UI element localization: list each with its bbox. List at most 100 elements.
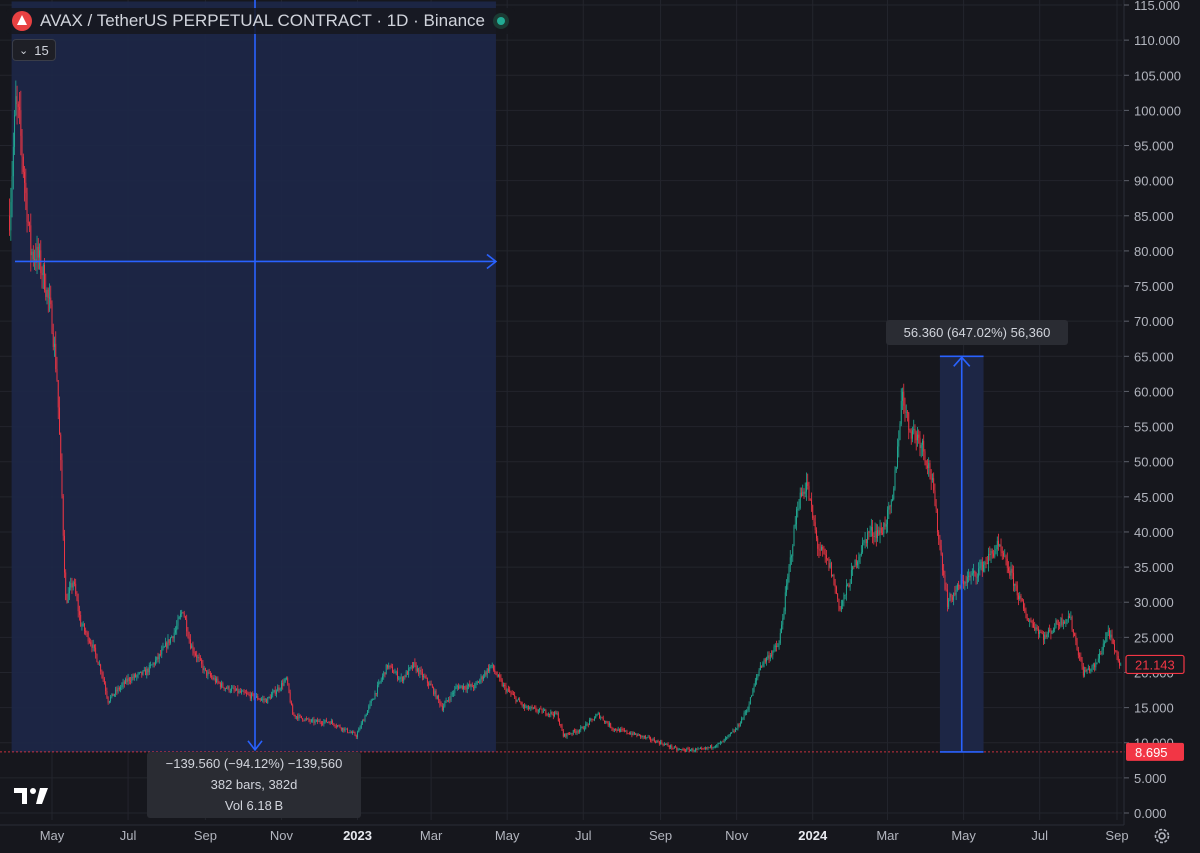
price-tick-label: 40.000: [1134, 525, 1174, 540]
candle-body: [848, 584, 850, 587]
candle-body: [718, 742, 720, 744]
candle-body: [284, 678, 286, 682]
candle-body: [985, 562, 987, 564]
candle-body: [334, 725, 336, 727]
candle-body: [696, 748, 698, 750]
candle-body: [323, 721, 325, 724]
candle-body: [1071, 617, 1073, 630]
candle-body: [499, 674, 501, 678]
candle-body: [591, 719, 593, 720]
candle-body: [454, 688, 456, 693]
candle-body: [749, 697, 751, 705]
candle-body: [128, 677, 130, 681]
candle-body: [628, 733, 630, 735]
price-tick-label: 85.000: [1134, 209, 1174, 224]
candle-body: [460, 685, 462, 687]
candle-body: [246, 693, 247, 694]
candle-body: [893, 488, 895, 500]
candle-body: [83, 623, 85, 631]
indicator-collapse-toggle[interactable]: ⌄ 15: [12, 39, 56, 61]
candle-body: [1041, 632, 1043, 635]
candle-body: [310, 720, 312, 722]
candle-body: [675, 746, 676, 748]
time-tick-label: Jul: [120, 828, 137, 843]
candle-body: [239, 690, 241, 693]
candle-body: [1120, 664, 1122, 666]
candle-body: [207, 672, 209, 676]
candle-body: [85, 630, 87, 633]
candle-body: [478, 682, 479, 684]
candle-body: [711, 745, 713, 748]
settings-gear-icon[interactable]: [1152, 826, 1172, 846]
candle-body: [171, 636, 173, 638]
candle-body: [155, 660, 156, 665]
candle-body: [327, 722, 329, 723]
candle-body: [566, 733, 568, 737]
candle-body: [278, 687, 280, 690]
symbol-title[interactable]: AVAX / TetherUS PERPETUAL CONTRACT · 1D …: [40, 11, 485, 30]
candle-body: [743, 712, 745, 718]
candle-body: [707, 747, 709, 749]
candle-body: [241, 691, 242, 693]
candle-body: [147, 668, 149, 673]
candle-body: [120, 687, 122, 690]
candle-body: [1105, 637, 1107, 643]
candle-body: [133, 674, 135, 678]
candle-body: [762, 663, 764, 667]
candle-body: [835, 586, 837, 594]
candle-body: [44, 264, 45, 291]
candle-body: [978, 568, 980, 577]
candle-body: [340, 727, 342, 730]
candle-body: [212, 677, 214, 680]
candle-body: [426, 678, 428, 683]
candle-body: [213, 678, 215, 680]
candle-body: [717, 742, 719, 746]
candle-body: [870, 526, 872, 531]
candle-body: [234, 689, 236, 691]
candle-body: [872, 526, 874, 537]
candle-body: [567, 733, 569, 734]
candle-body: [320, 722, 322, 724]
candle-body: [342, 727, 344, 730]
time-tick-label: Jul: [1031, 828, 1048, 843]
candle-body: [626, 730, 628, 734]
candle-body: [267, 697, 269, 704]
candle-body: [616, 730, 618, 731]
candle-body: [708, 747, 710, 749]
candle-body: [939, 539, 941, 546]
market-status-icon[interactable]: [492, 13, 509, 29]
candle-body: [355, 735, 357, 738]
candle-body: [41, 273, 43, 276]
candle-body: [160, 654, 161, 655]
candle-body: [969, 575, 971, 578]
candle-body: [481, 676, 483, 680]
time-tick-label: Nov: [725, 828, 749, 843]
candle-body: [464, 686, 466, 689]
candle-body: [655, 741, 657, 743]
candle-body: [703, 748, 705, 750]
candle-body: [1049, 630, 1051, 631]
candle-body: [860, 552, 862, 555]
candle-body: [728, 734, 730, 736]
candle-body: [648, 736, 650, 738]
candle-body: [602, 717, 604, 721]
candle-body: [259, 699, 261, 701]
current-price-box: [1125, 654, 1185, 675]
candle-body: [948, 600, 950, 607]
candle-body: [792, 545, 794, 557]
tradingview-logo-icon[interactable]: [14, 785, 50, 807]
candle-body: [557, 713, 559, 722]
candle-body: [604, 720, 605, 723]
price-tick-label: 65.000: [1134, 349, 1174, 364]
candle-body: [252, 693, 254, 695]
candle-body: [1075, 636, 1077, 642]
candle-body: [632, 732, 634, 735]
candle-body: [157, 656, 159, 660]
candle-body: [1044, 635, 1046, 640]
candle-body: [944, 575, 946, 589]
candle-body: [362, 720, 363, 724]
candle-body: [76, 593, 78, 600]
time-tick-label: Nov: [270, 828, 294, 843]
candle-body: [824, 553, 826, 555]
